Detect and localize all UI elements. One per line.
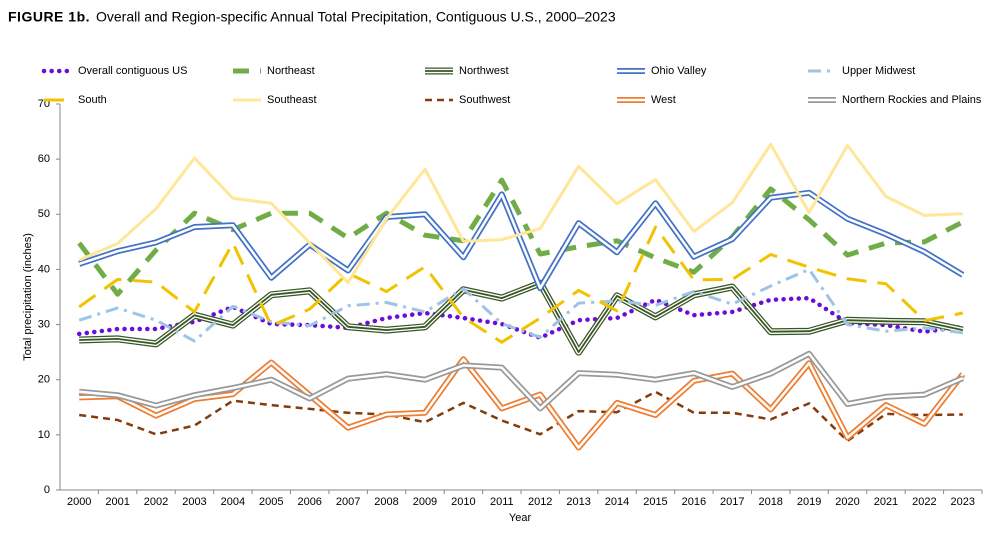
legend-label: South bbox=[78, 94, 107, 106]
legend-label: Southeast bbox=[267, 94, 317, 106]
x-tick-label: 2023 bbox=[951, 496, 975, 508]
x-tick-label: 2011 bbox=[490, 496, 514, 508]
x-tick-label: 2016 bbox=[682, 496, 706, 508]
y-tick-label: 40 bbox=[38, 263, 50, 275]
legend-label: West bbox=[651, 94, 676, 106]
x-tick-label: 2017 bbox=[720, 496, 744, 508]
series-line bbox=[78, 191, 964, 290]
series-line bbox=[79, 358, 964, 449]
legend-label: Northeast bbox=[267, 65, 315, 77]
x-tick-label: 2018 bbox=[758, 496, 782, 508]
x-tick-label: 2008 bbox=[374, 496, 398, 508]
legend-label: Northwest bbox=[459, 65, 509, 77]
x-tick-label: 2012 bbox=[528, 496, 552, 508]
x-tick-label: 2014 bbox=[605, 496, 629, 508]
y-tick-label: 20 bbox=[38, 374, 50, 386]
chart-title: Overall and Region-specific Annual Total… bbox=[96, 9, 616, 25]
legend-label: Ohio Valley bbox=[651, 65, 707, 77]
y-tick-label: 0 bbox=[44, 484, 50, 496]
x-axis-title: Year bbox=[509, 512, 532, 524]
x-tick-label: 2001 bbox=[105, 496, 129, 508]
x-tick-label: 2005 bbox=[259, 496, 283, 508]
series-line bbox=[77, 177, 964, 297]
x-tick-label: 2000 bbox=[67, 496, 91, 508]
x-tick-label: 2007 bbox=[336, 496, 360, 508]
x-tick-label: 2015 bbox=[643, 496, 667, 508]
series-line bbox=[78, 142, 963, 285]
series-line bbox=[79, 390, 963, 443]
x-tick-label: 2010 bbox=[451, 496, 475, 508]
y-tick-label: 50 bbox=[38, 208, 50, 220]
legend-label: Northern Rockies and Plains bbox=[842, 94, 982, 106]
y-tick-label: 10 bbox=[38, 429, 50, 441]
series-line bbox=[78, 225, 964, 344]
legend-label: Overall contiguous US bbox=[78, 65, 187, 77]
y-axis-title: Total precipitation (inches) bbox=[22, 233, 34, 361]
series-line bbox=[78, 267, 963, 343]
x-tick-label: 2009 bbox=[413, 496, 437, 508]
x-tick-label: 2002 bbox=[144, 496, 168, 508]
x-tick-label: 2020 bbox=[835, 496, 859, 508]
legend-label: Southwest bbox=[459, 94, 510, 106]
series-line bbox=[79, 352, 964, 410]
series-line bbox=[79, 282, 963, 353]
x-tick-label: 2021 bbox=[874, 496, 898, 508]
x-tick-label: 2006 bbox=[297, 496, 321, 508]
y-tick-label: 60 bbox=[38, 153, 50, 165]
series-line bbox=[76, 295, 966, 341]
x-tick-label: 2013 bbox=[566, 496, 590, 508]
y-tick-label: 30 bbox=[38, 318, 50, 330]
x-tick-label: 2019 bbox=[797, 496, 821, 508]
legend-label: Upper Midwest bbox=[842, 65, 915, 77]
x-tick-label: 2003 bbox=[182, 496, 206, 508]
x-tick-label: 2022 bbox=[912, 496, 936, 508]
x-tick-label: 2004 bbox=[221, 496, 245, 508]
figure-label: FIGURE 1b. bbox=[8, 9, 90, 25]
